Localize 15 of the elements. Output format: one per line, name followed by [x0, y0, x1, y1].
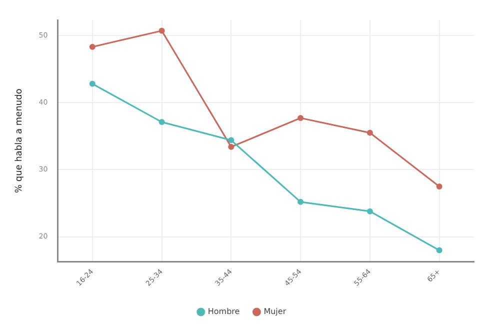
point: [158, 28, 165, 34]
point: [228, 137, 234, 144]
point: [89, 80, 96, 87]
point: [89, 44, 96, 50]
legend-label: Hombre: [208, 307, 240, 316]
point: [366, 130, 373, 136]
point: [298, 115, 304, 122]
point: [436, 247, 442, 254]
point: [436, 183, 442, 190]
legend-label: Mujer: [264, 307, 287, 316]
point: [158, 119, 165, 126]
y-axis-title: % que habla a menudo: [14, 88, 25, 194]
point: [228, 144, 234, 150]
point: [366, 208, 373, 214]
point: [298, 198, 304, 205]
